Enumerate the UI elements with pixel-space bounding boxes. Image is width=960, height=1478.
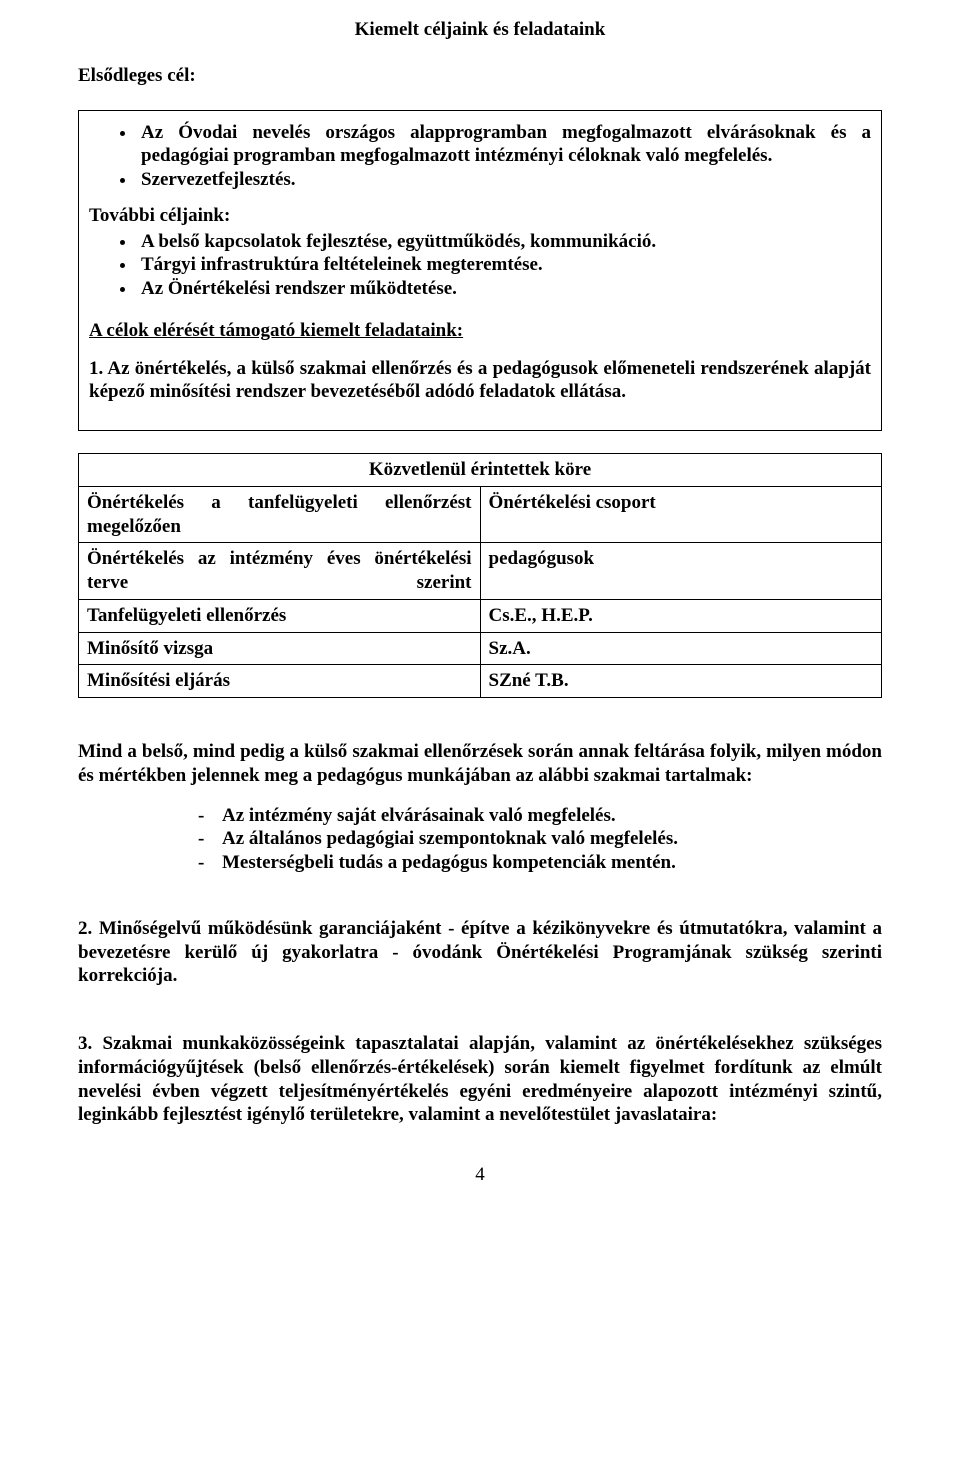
table-cell: Önértékelés az intézmény éves önértékelé… (79, 543, 481, 600)
table-cell: pedagógusok (480, 543, 882, 600)
list-item: A belső kapcsolatok fejlesztése, együttm… (137, 230, 871, 254)
table-row: Önértékelés az intézmény éves önértékelé… (79, 543, 882, 600)
paragraph-both-checks: Mind a belső, mind pedig a külső szakmai… (78, 740, 882, 788)
table-cell: Önértékelési csoport (480, 486, 882, 543)
page-title: Kiemelt céljaink és feladataink (78, 18, 882, 42)
further-goals-label: További céljaink: (89, 204, 871, 228)
list-item: Mesterségbeli tudás a pedagógus kompeten… (198, 851, 882, 875)
primary-goal-label: Elsődleges cél: (78, 64, 882, 88)
list-item: Az általános pedagógiai szempontoknak va… (198, 827, 882, 851)
table-cell: Sz.A. (480, 632, 882, 665)
further-goals-list: A belső kapcsolatok fejlesztése, együttm… (89, 230, 871, 301)
page-number: 4 (78, 1163, 882, 1187)
primary-goals-list: Az Óvodai nevelés országos alapprogramba… (89, 121, 871, 192)
table-cell: Önértékelés a tanfelügyeleti ellenőrzést… (79, 486, 481, 543)
table-cell: SZné T.B. (480, 665, 882, 698)
table-cell: Minősítési eljárás (79, 665, 481, 698)
table-cell: Tanfelügyeleti ellenőrzés (79, 599, 481, 632)
list-item: Tárgyi infrastruktúra feltételeinek megt… (137, 253, 871, 277)
task-1: 1. Az önértékelés, a külső szakmai ellen… (89, 357, 871, 405)
document-page: Kiemelt céljaink és feladataink Elsődleg… (0, 0, 960, 1227)
table-row: Tanfelügyeleti ellenőrzés Cs.E., H.E.P. (79, 599, 882, 632)
stakeholders-table: Közvetlenül érintettek köre Önértékelés … (78, 453, 882, 698)
list-item: Szervezetfejlesztés. (137, 168, 871, 192)
tasks-heading: A célok elérését támogató kiemelt felada… (89, 319, 871, 343)
table-row: Önértékelés a tanfelügyeleti ellenőrzést… (79, 486, 882, 543)
dash-list: Az intézmény saját elvárásainak való meg… (78, 804, 882, 875)
task-3: 3. Szakmai munkaközösségeink tapasztalat… (78, 1032, 882, 1127)
table-row: Minősítési eljárás SZné T.B. (79, 665, 882, 698)
table-cell: Cs.E., H.E.P. (480, 599, 882, 632)
table-header-row: Közvetlenül érintettek köre (79, 454, 882, 487)
list-item: Az intézmény saját elvárásainak való meg… (198, 804, 882, 828)
table-row: Minősítő vizsga Sz.A. (79, 632, 882, 665)
table-header-cell: Közvetlenül érintettek köre (79, 454, 882, 487)
list-item: Az Óvodai nevelés országos alapprogramba… (137, 121, 871, 169)
list-item: Az Önértékelési rendszer működtetése. (137, 277, 871, 301)
table-cell: Minősítő vizsga (79, 632, 481, 665)
goals-box: Az Óvodai nevelés országos alapprogramba… (78, 110, 882, 432)
task-2: 2. Minőségelvű működésünk garanciájaként… (78, 917, 882, 988)
